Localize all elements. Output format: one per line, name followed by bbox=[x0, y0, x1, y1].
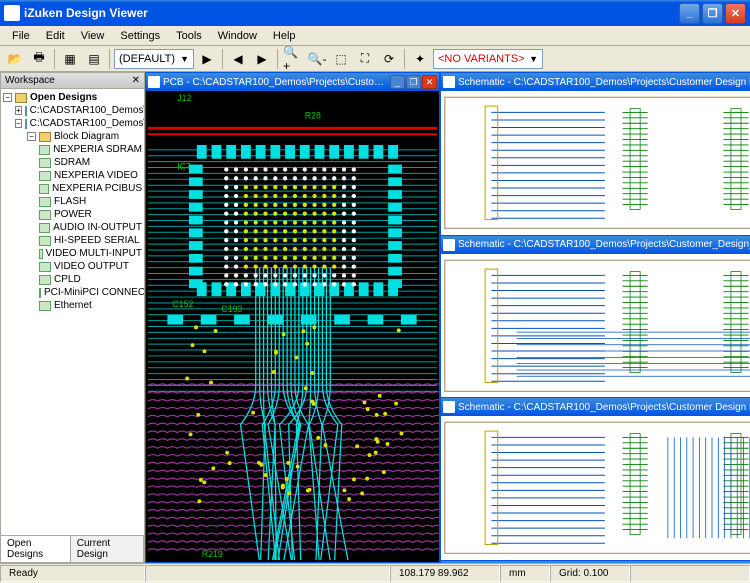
menubar: File Edit View Settings Tools Window Hel… bbox=[0, 26, 750, 46]
tree-path[interactable]: C:\CADSTAR100_Demos\Project bbox=[30, 105, 144, 116]
tree-block[interactable]: NEXPERIA SDRAM bbox=[53, 144, 142, 155]
play-icon[interactable]: ▶ bbox=[196, 48, 218, 70]
nav-back-icon[interactable]: ◀ bbox=[227, 48, 249, 70]
statusbar: Ready 108.179 89.962 mm Grid: 0.100 bbox=[0, 563, 750, 583]
refresh-icon[interactable]: ⟳ bbox=[378, 48, 400, 70]
app-title: iZuken Design Viewer bbox=[24, 6, 679, 20]
menu-view[interactable]: View bbox=[73, 28, 113, 44]
tree-toggle[interactable]: − bbox=[27, 132, 36, 141]
schematic-window: Schematic - C:\CADSTAR100_Demos\Projects… bbox=[440, 397, 750, 560]
status-grid: Grid: 0.100 bbox=[550, 565, 630, 582]
tree-block[interactable]: VIDEO MULTI-INPUT bbox=[46, 248, 142, 259]
maximize-button[interactable]: ❐ bbox=[702, 3, 723, 24]
minimize-button[interactable]: _ bbox=[679, 3, 700, 24]
mdi-area: PCB - C:\CADSTAR100_Demos\Projects\Custo… bbox=[145, 72, 750, 563]
pcb-maximize-button[interactable]: ❐ bbox=[406, 75, 421, 89]
workspace-title: Workspace ✕ bbox=[1, 73, 144, 89]
tree-block[interactable]: VIDEO OUTPUT bbox=[54, 261, 129, 272]
schematic-window-icon bbox=[443, 76, 455, 88]
schematic-canvas[interactable] bbox=[441, 254, 750, 398]
tree-block[interactable]: CPLD bbox=[54, 274, 81, 285]
workspace-tree[interactable]: − Open Designs + C:\CADSTAR100_Demos\Proje… bbox=[1, 89, 144, 535]
tree-block[interactable]: HI-SPEED SERIAL bbox=[54, 235, 140, 246]
nav-fwd-icon[interactable]: ▶ bbox=[251, 48, 273, 70]
print-icon[interactable]: 🖶 bbox=[28, 48, 50, 70]
titlebar: iZuken Design Viewer _ ❐ ✕ bbox=[0, 0, 750, 26]
schematic-window-title: Schematic - C:\CADSTAR100_Demos\Projects… bbox=[458, 77, 750, 88]
tree-toggle[interactable]: − bbox=[15, 119, 22, 128]
app-icon bbox=[4, 5, 20, 21]
workspace-close-icon[interactable]: ✕ bbox=[132, 75, 140, 86]
workspace-panel: Workspace ✕ − Open Designs + C:\CADSTAR100… bbox=[0, 72, 145, 563]
menu-edit[interactable]: Edit bbox=[38, 28, 73, 44]
cross-probe-icon[interactable]: ✦ bbox=[409, 48, 431, 70]
tree-block[interactable]: POWER bbox=[54, 209, 92, 220]
grid-icon[interactable]: ▤ bbox=[83, 48, 105, 70]
zoom-area-icon[interactable]: ⬚ bbox=[330, 48, 352, 70]
tree-block[interactable]: SDRAM bbox=[54, 157, 90, 168]
pcb-minimize-button[interactable]: _ bbox=[390, 75, 405, 89]
menu-file[interactable]: File bbox=[4, 28, 38, 44]
schematic-canvas[interactable] bbox=[441, 416, 750, 560]
menu-window[interactable]: Window bbox=[210, 28, 265, 44]
layers-icon[interactable]: ▦ bbox=[59, 48, 81, 70]
pcb-canvas[interactable]: J12 R28 IC7 C152 C193 R219 bbox=[146, 91, 439, 562]
schematic-window-title: Schematic - C:\CADSTAR100_Demos\Projects… bbox=[458, 402, 750, 413]
tree-block[interactable]: Ethernet bbox=[54, 300, 92, 311]
tree-block[interactable]: FLASH bbox=[54, 196, 86, 207]
svg-text:IC7: IC7 bbox=[177, 162, 191, 172]
pcb-window-icon bbox=[148, 76, 160, 88]
menu-help[interactable]: Help bbox=[265, 28, 304, 44]
open-icon[interactable]: 📂 bbox=[4, 48, 26, 70]
tree-block[interactable]: AUDIO IN-OUTPUT bbox=[53, 222, 142, 233]
tree-block[interactable]: NEXPERIA VIDEO bbox=[54, 170, 138, 181]
pcb-close-button[interactable]: ✕ bbox=[422, 75, 437, 89]
zoom-out-icon[interactable]: 🔍- bbox=[306, 48, 328, 70]
schematic-window: Schematic - C:\CADSTAR100_Demos\Projects… bbox=[440, 72, 750, 235]
svg-text:C152: C152 bbox=[172, 299, 193, 309]
tree-toggle[interactable]: + bbox=[15, 106, 22, 115]
svg-text:R28: R28 bbox=[305, 110, 321, 120]
close-button[interactable]: ✕ bbox=[725, 3, 746, 24]
schematic-window: Schematic - C:\CADSTAR100_Demos\Projects… bbox=[440, 235, 750, 398]
status-ready: Ready bbox=[0, 565, 145, 582]
pcb-window-title: PCB - C:\CADSTAR100_Demos\Projects\Custo… bbox=[163, 77, 390, 88]
schematic-canvas[interactable] bbox=[441, 91, 750, 235]
schematic-window: Schematic - C:\CADSTAR100_Demos\Projects… bbox=[440, 560, 750, 563]
svg-text:R219: R219 bbox=[202, 549, 223, 559]
toolbar: 📂 🖶 ▦ ▤ (DEFAULT)▼ ▶ ◀ ▶ 🔍+ 🔍- ⬚ ⛶ ⟳ ✦ <… bbox=[0, 46, 750, 72]
tree-block[interactable]: PCI-MiniPCI CONNECTO bbox=[44, 287, 144, 298]
status-unit: mm bbox=[500, 565, 550, 582]
zoom-in-icon[interactable]: 🔍+ bbox=[282, 48, 304, 70]
svg-text:J12: J12 bbox=[177, 93, 191, 103]
status-coords: 108.179 89.962 bbox=[390, 565, 500, 582]
tree-block-diagram[interactable]: Block Diagram bbox=[54, 131, 119, 142]
schematic-window-icon bbox=[443, 239, 455, 251]
pcb-window: PCB - C:\CADSTAR100_Demos\Projects\Custo… bbox=[145, 72, 440, 563]
tree-path[interactable]: C:\CADSTAR100_Demos\Project bbox=[30, 118, 144, 129]
default-combo[interactable]: (DEFAULT)▼ bbox=[114, 49, 194, 69]
schematic-window-icon bbox=[443, 401, 455, 413]
menu-tools[interactable]: Tools bbox=[168, 28, 210, 44]
zoom-fit-icon[interactable]: ⛶ bbox=[354, 48, 376, 70]
schematic-window-title: Schematic - C:\CADSTAR100_Demos\Projects… bbox=[458, 239, 750, 250]
tree-toggle[interactable]: − bbox=[3, 93, 12, 102]
menu-settings[interactable]: Settings bbox=[112, 28, 168, 44]
tree-root[interactable]: Open Designs bbox=[30, 92, 97, 103]
svg-text:C193: C193 bbox=[221, 304, 242, 314]
ws-tab-open[interactable]: Open Designs bbox=[1, 536, 71, 562]
ws-tab-current[interactable]: Current Design bbox=[71, 536, 144, 562]
tree-block[interactable]: NEXPERIA PCIBUS bbox=[52, 183, 142, 194]
variant-combo[interactable]: <NO VARIANTS>▼ bbox=[433, 49, 543, 69]
